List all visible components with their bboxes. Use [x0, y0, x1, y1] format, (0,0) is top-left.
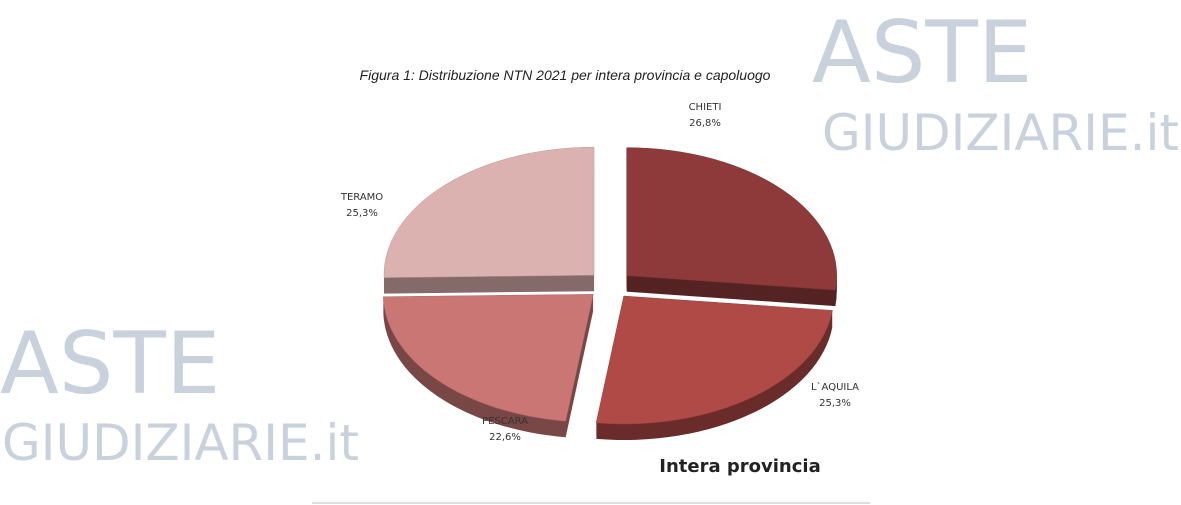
- chart-title: Figura 1: Distribuzione NTN 2021 per int…: [360, 67, 771, 83]
- value-label: 22,6%: [489, 432, 521, 443]
- slice: [383, 294, 594, 422]
- value-label: 26,8%: [689, 118, 721, 129]
- slice: [383, 146, 595, 278]
- category-label: TERAMO: [340, 192, 383, 203]
- watermark-text: GIUDIZIARIE.it: [2, 414, 359, 472]
- pie: [383, 146, 837, 441]
- chart-subtitle: Intera provincia: [659, 456, 820, 477]
- category-label: CHIETI: [689, 102, 722, 113]
- watermark-text: ASTE: [812, 3, 1032, 103]
- category-label: L`AQUILA: [811, 381, 859, 393]
- value-label: 25,3%: [346, 208, 378, 219]
- slice: [626, 147, 837, 291]
- value-label: 25,3%: [819, 398, 851, 409]
- category-label: PESCARA: [482, 416, 528, 427]
- watermark-text: GIUDIZIARIE.it: [822, 104, 1179, 162]
- watermark-text: ASTE: [0, 314, 220, 414]
- slice: [595, 295, 833, 425]
